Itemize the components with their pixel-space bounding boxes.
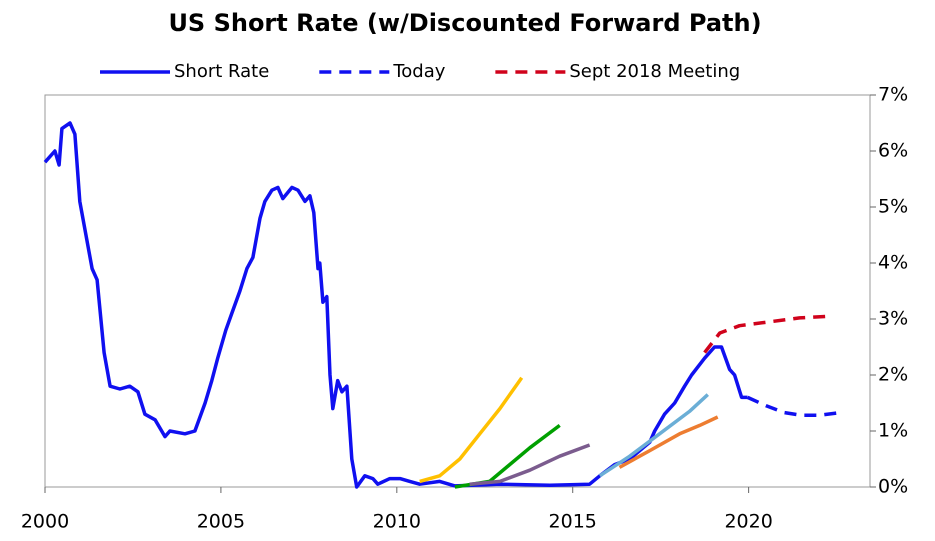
chart-title: US Short Rate (w/Discounted Forward Path…: [168, 9, 761, 37]
series-line: [618, 415, 719, 469]
series-line: [43, 121, 748, 489]
y-tick-label: 4%: [878, 252, 908, 274]
plot-frame: [44, 94, 871, 488]
legend-label: Today: [392, 61, 445, 82]
y-tick-label: 5%: [878, 196, 908, 218]
y-tick-label: 2%: [878, 364, 908, 386]
y-tick-label: 1%: [878, 420, 908, 442]
y-tick-label: 7%: [878, 84, 908, 106]
y-tick-label: 3%: [878, 308, 908, 330]
series-line: [419, 376, 524, 484]
legend-label: Sept 2018 Meeting: [569, 61, 740, 82]
x-tick-label: 2005: [197, 511, 245, 533]
series-line: [469, 443, 591, 486]
x-tick-label: 2010: [373, 511, 421, 533]
x-tick-label: 2020: [724, 511, 772, 533]
y-tick-label: 0%: [878, 476, 908, 498]
series-line: [746, 395, 837, 418]
x-tick-label: 2000: [21, 511, 69, 533]
y-tick-label: 6%: [878, 140, 908, 162]
series-line: [703, 314, 830, 354]
legend-label: Short Rate: [174, 61, 269, 82]
series-line: [598, 393, 709, 478]
x-tick-label: 2015: [549, 511, 597, 533]
